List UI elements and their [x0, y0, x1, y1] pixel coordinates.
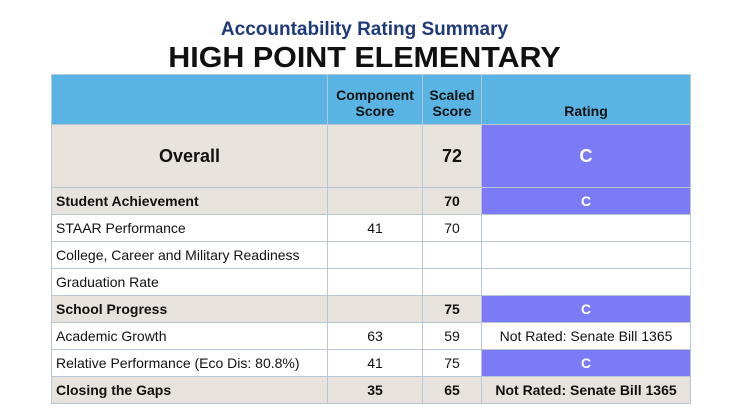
- accountability-table: Component Score Scaled Score Rating Over…: [51, 74, 691, 404]
- scaled-score-cell: 59: [422, 322, 482, 350]
- row-label: Relative Performance (Eco Dis: 80.8%): [51, 349, 328, 377]
- report-subtitle: Accountability Rating Summary: [220, 19, 509, 40]
- rating-cell: C: [481, 349, 691, 377]
- component-score-cell: 41: [327, 349, 423, 377]
- rating-cell: C: [481, 124, 691, 188]
- component-score-cell: 41: [327, 214, 423, 242]
- rating-cell: Not Rated: Senate Bill 1365: [481, 322, 691, 350]
- table-row-academic-growth: Academic Growth 63 59 Not Rated: Senate …: [51, 322, 691, 350]
- component-score-cell: 35: [327, 376, 423, 404]
- header-scaled-score: Scaled Score: [422, 74, 482, 125]
- component-score-cell: [327, 187, 423, 215]
- row-label: Student Achievement: [51, 187, 328, 215]
- rating-cell: C: [481, 295, 691, 323]
- scaled-score-cell: 75: [422, 349, 482, 377]
- scaled-score-cell: [422, 268, 482, 296]
- row-label: Closing the Gaps: [51, 376, 328, 404]
- table-row-closing-the-gaps: Closing the Gaps 35 65 Not Rated: Senate…: [51, 376, 691, 404]
- scaled-score-cell: [422, 241, 482, 269]
- row-label: School Progress: [51, 295, 328, 323]
- rating-cell: Not Rated: Senate Bill 1365: [481, 376, 691, 404]
- table-row-ccmr: College, Career and Military Readiness: [51, 241, 691, 269]
- component-score-cell: [327, 124, 423, 188]
- row-label: Academic Growth: [51, 322, 328, 350]
- row-label: College, Career and Military Readiness: [51, 241, 328, 269]
- table-row-school-progress: School Progress 75 C: [51, 295, 691, 323]
- component-score-cell: [327, 295, 423, 323]
- table-row-staar-performance: STAAR Performance 41 70: [51, 214, 691, 242]
- scaled-score-cell: 70: [422, 214, 482, 242]
- row-label: Graduation Rate: [51, 268, 328, 296]
- row-label: STAAR Performance: [51, 214, 328, 242]
- header-component-score: Component Score: [327, 74, 423, 125]
- header-scaled-line2: Score: [432, 103, 472, 119]
- header-component-line1: Component: [336, 87, 414, 103]
- rating-cell: C: [481, 187, 691, 215]
- scaled-score-cell: 75: [422, 295, 482, 323]
- header-scaled-line1: Scaled: [429, 87, 475, 103]
- scaled-score-cell: 65: [422, 376, 482, 404]
- table-header-row: Component Score Scaled Score Rating: [51, 74, 691, 125]
- table-row-graduation-rate: Graduation Rate: [51, 268, 691, 296]
- rating-cell: [481, 268, 691, 296]
- scaled-score-cell: 70: [422, 187, 482, 215]
- rating-cell: [481, 241, 691, 269]
- header-rating: Rating: [481, 74, 691, 125]
- table-row-relative-performance: Relative Performance (Eco Dis: 80.8%) 41…: [51, 349, 691, 377]
- header-component-line2: Score: [355, 103, 395, 119]
- rating-cell: [481, 214, 691, 242]
- component-score-cell: [327, 241, 423, 269]
- header-label-column: [51, 74, 328, 125]
- school-name-title: HIGH POINT ELEMENTARY: [168, 42, 561, 74]
- row-label: Overall: [51, 124, 328, 188]
- table-row-overall: Overall 72 C: [51, 124, 691, 188]
- scaled-score-cell: 72: [422, 124, 482, 188]
- table-row-student-achievement: Student Achievement 70 C: [51, 187, 691, 215]
- component-score-cell: [327, 268, 423, 296]
- component-score-cell: 63: [327, 322, 423, 350]
